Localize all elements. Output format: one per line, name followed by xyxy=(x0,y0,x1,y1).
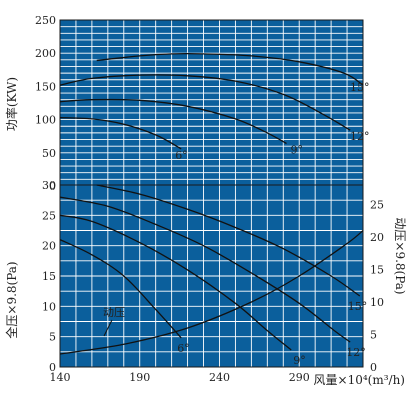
y-axis-title-power: 功率(KW) xyxy=(4,77,19,131)
y-tick-label: 15 xyxy=(42,270,56,283)
y2-tick-label: 10 xyxy=(370,296,384,309)
curve-pressure-2 xyxy=(59,214,292,351)
y-tick-label: 10 xyxy=(42,300,56,313)
curve-label-power: 9° xyxy=(290,144,303,157)
y2-tick-label: 25 xyxy=(370,199,384,212)
y-tick-label: 0 xyxy=(49,180,56,193)
curve-power-3 xyxy=(59,116,182,150)
y-tick-label: 150 xyxy=(35,80,56,93)
curve-label-power: 15° xyxy=(350,81,370,94)
grid-2 xyxy=(60,185,363,367)
curve-power-0 xyxy=(96,52,364,86)
y-tick-label: 200 xyxy=(35,47,56,60)
x-tick-label: 290 xyxy=(289,371,310,384)
curve-label-pressure: 15° xyxy=(348,300,368,313)
curve-label-power: 6° xyxy=(175,149,188,162)
dynamic-pressure-leader xyxy=(103,319,113,337)
y2-tick-label: 20 xyxy=(370,231,384,244)
y2-tick-label: 0 xyxy=(370,361,377,374)
y2-tick-label: 15 xyxy=(370,264,384,277)
x-axis-title: 风量×10⁴(m³/h) xyxy=(314,373,405,387)
curve-pressure-3 xyxy=(59,239,182,339)
plot-area-1 xyxy=(60,20,363,186)
y-tick-label: 30 xyxy=(42,179,56,192)
y-tick-label: 250 xyxy=(35,14,56,27)
curve-label-pressure: 12° xyxy=(346,346,366,359)
y-tick-label: 100 xyxy=(35,114,56,127)
x-tick-label: 240 xyxy=(209,371,230,384)
y-tick-label: 5 xyxy=(49,331,56,344)
curve-label-pressure: 9° xyxy=(293,354,306,367)
curve-label-power: 12° xyxy=(350,130,370,143)
y-tick-label: 0 xyxy=(49,361,56,374)
x-tick-label: 140 xyxy=(50,371,71,384)
curve-label-pressure: 6° xyxy=(177,342,190,355)
curve-pressure-0 xyxy=(96,184,361,297)
x-tick-label: 190 xyxy=(129,371,150,384)
curve-power-1 xyxy=(59,74,351,131)
curve-label-dynamic-pressure: 动压 xyxy=(103,306,125,319)
y-tick-label: 50 xyxy=(42,147,56,160)
grid-1 xyxy=(60,20,363,186)
curve-pressure-4 xyxy=(59,229,364,355)
curve-pressure-1 xyxy=(59,196,351,343)
y2-tick-label: 5 xyxy=(370,329,377,342)
y-tick-label: 25 xyxy=(42,209,56,222)
curve-power-2 xyxy=(59,98,287,145)
y2-axis-title-dynamic-pressure: 动压×9.8(Pa) xyxy=(393,217,407,294)
plot-frame-2 xyxy=(59,184,364,368)
y-tick-label: 20 xyxy=(42,240,56,253)
y-axis-title-total-pressure: 全压×9.8(Pa) xyxy=(4,261,19,338)
